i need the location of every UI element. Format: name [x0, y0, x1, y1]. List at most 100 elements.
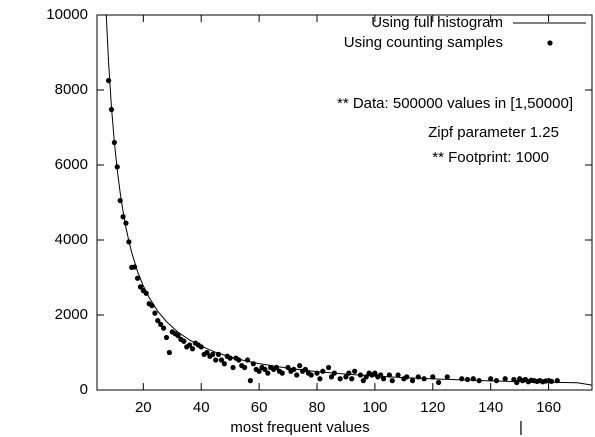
data-point	[404, 374, 410, 380]
data-point	[343, 374, 349, 380]
data-point	[242, 364, 248, 371]
data-point	[493, 378, 500, 384]
data-point	[187, 342, 193, 348]
data-point	[502, 376, 508, 382]
data-point	[160, 325, 167, 331]
data-point	[198, 344, 204, 350]
data-point	[317, 376, 323, 382]
data-point	[134, 275, 141, 281]
data-point	[204, 349, 210, 356]
y-tick-label: 6000	[55, 156, 88, 173]
data-point	[221, 361, 227, 367]
x-tick-label: 20	[135, 399, 152, 416]
data-point	[291, 366, 297, 372]
x-tick-label: 40	[193, 399, 210, 416]
data-point	[143, 290, 149, 296]
data-point	[273, 364, 280, 371]
data-point	[230, 364, 236, 371]
data-point	[117, 198, 123, 204]
data-point	[386, 372, 392, 378]
data-point	[247, 378, 254, 384]
y-tick-label: 4000	[55, 231, 88, 248]
data-point	[430, 374, 436, 380]
data-point	[126, 239, 132, 245]
data-point	[215, 351, 222, 357]
data-point	[372, 370, 378, 376]
data-point	[346, 370, 352, 376]
data-point	[262, 366, 268, 372]
data-point	[279, 370, 285, 376]
plot-frame	[96, 14, 593, 391]
data-point	[163, 334, 170, 341]
data-point	[181, 338, 187, 344]
data-point	[421, 376, 427, 382]
x-tick-label: 140	[478, 399, 503, 416]
data-point	[488, 376, 494, 382]
data-point	[236, 357, 242, 363]
data-point	[114, 164, 120, 170]
data-point	[302, 366, 309, 372]
data-point	[325, 364, 332, 371]
y-tick-label: 2000	[55, 306, 88, 323]
data-point	[175, 333, 181, 339]
data-point	[244, 357, 251, 363]
data-point	[218, 357, 225, 363]
data-point	[314, 370, 320, 376]
data-point	[137, 284, 144, 290]
data-point	[111, 139, 117, 146]
data-point	[105, 78, 112, 84]
legend-swatch	[547, 40, 553, 46]
data-point	[166, 349, 172, 356]
data-point	[320, 368, 326, 374]
data-point	[265, 370, 271, 376]
data-point	[389, 378, 395, 384]
legend-label: Using counting samples	[344, 34, 503, 51]
data-point	[476, 378, 482, 384]
data-point	[464, 376, 471, 383]
data-point	[470, 376, 476, 382]
data-point	[337, 376, 343, 382]
data-point	[378, 372, 384, 378]
data-point	[297, 363, 303, 369]
data-point	[548, 378, 555, 384]
data-point	[294, 372, 300, 378]
data-point	[357, 372, 364, 378]
legend-label: Using full histogram	[371, 14, 503, 31]
annotation: ** Data: 500000 values in [1,50000]	[337, 95, 573, 112]
data-point	[158, 321, 164, 327]
data-point	[415, 374, 421, 380]
data-point	[149, 303, 155, 309]
y-tick-label: 0	[80, 381, 88, 398]
x-tick-label: 60	[251, 399, 268, 416]
data-point	[250, 361, 256, 367]
data-point	[152, 310, 158, 316]
data-point	[213, 357, 219, 363]
data-point	[256, 368, 262, 374]
data-point	[108, 106, 115, 113]
data-point	[444, 374, 450, 380]
data-point	[514, 379, 520, 386]
data-point	[328, 374, 335, 380]
data-point	[352, 368, 358, 374]
annotation: Zipf parameter 1.25	[428, 124, 559, 141]
x-axis-label: most frequent values	[230, 419, 369, 436]
x-tick-label: 160	[536, 399, 561, 416]
data-point	[120, 214, 126, 220]
data-point	[380, 376, 387, 382]
plot-area	[105, 15, 592, 386]
data-point	[132, 264, 138, 270]
data-point	[349, 376, 355, 382]
data-point	[360, 378, 366, 384]
data-point	[308, 372, 314, 378]
x-tick-label: 100	[362, 399, 387, 416]
x-tick-label: 80	[309, 399, 326, 416]
data-point	[554, 378, 560, 384]
data-point	[123, 220, 129, 226]
y-tick-label: 8000	[55, 81, 88, 98]
annotation: |	[519, 419, 523, 436]
data-point	[227, 355, 233, 361]
data-point	[409, 378, 416, 384]
y-tick-label: 10000	[46, 6, 88, 23]
data-point	[435, 379, 442, 386]
